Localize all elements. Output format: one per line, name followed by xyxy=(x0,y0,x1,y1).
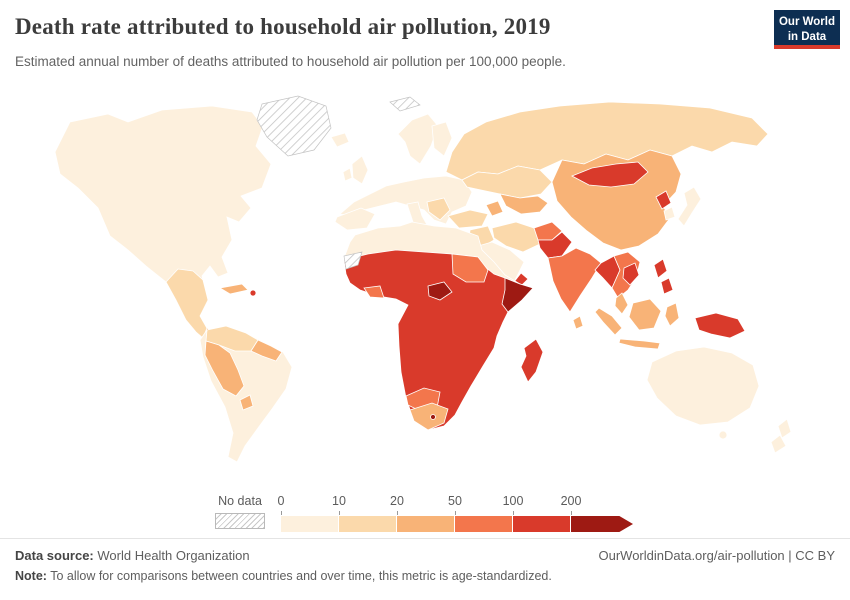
legend-bin-50-100[interactable] xyxy=(455,516,513,532)
region-new-zealand-south[interactable] xyxy=(770,434,787,454)
region-sumatra[interactable] xyxy=(594,307,623,336)
region-ireland[interactable] xyxy=(342,167,353,182)
note-value: To allow for comparisons between countri… xyxy=(50,569,552,583)
region-new-zealand-north[interactable] xyxy=(777,418,792,439)
region-philippines-north[interactable] xyxy=(653,258,668,279)
note-label: Note: xyxy=(15,569,47,583)
region-madagascar[interactable] xyxy=(520,338,544,383)
region-somalia[interactable] xyxy=(501,277,534,313)
region-cuba[interactable] xyxy=(218,283,249,295)
region-tasmania[interactable] xyxy=(718,430,728,440)
region-malay-peninsula[interactable] xyxy=(614,292,629,315)
region-laos-cambodia[interactable] xyxy=(622,262,640,286)
world-choropleth-map xyxy=(54,95,792,463)
region-kazakhstan[interactable] xyxy=(461,165,553,199)
legend-bin-0-10[interactable] xyxy=(281,516,339,532)
legend-segments xyxy=(281,516,633,532)
region-western-sahara[interactable] xyxy=(343,251,363,270)
tick-mark xyxy=(281,511,282,515)
region-south-korea[interactable] xyxy=(663,206,676,221)
region-iran[interactable] xyxy=(491,221,541,253)
tick-mark xyxy=(513,511,514,515)
region-java[interactable] xyxy=(618,338,661,350)
region-iceland[interactable] xyxy=(330,132,350,148)
region-uk[interactable] xyxy=(351,155,369,185)
region-lesotho[interactable] xyxy=(430,414,436,420)
region-caucasus[interactable] xyxy=(485,200,504,217)
legend-bin-100-200[interactable] xyxy=(513,516,571,532)
no-data-legend: No data xyxy=(215,494,265,529)
tick-label-100: 100 xyxy=(502,494,524,508)
region-peru-bolivia[interactable] xyxy=(204,340,245,397)
region-finland[interactable] xyxy=(431,121,453,157)
logo-line2: in Data xyxy=(787,30,827,43)
region-guyanas[interactable] xyxy=(250,339,283,362)
note: Note: To allow for comparisons between c… xyxy=(15,569,835,583)
data-source-label: Data source: xyxy=(15,548,94,563)
region-philippines-south[interactable] xyxy=(660,277,674,295)
chart-footer: Data source: World Health Organization O… xyxy=(0,538,850,583)
region-scandinavia[interactable] xyxy=(397,113,439,165)
chart-subtitle: Estimated annual number of deaths attrib… xyxy=(15,54,566,69)
logo-line1: Our World xyxy=(778,16,835,28)
region-sudan[interactable] xyxy=(451,253,489,283)
region-spain[interactable] xyxy=(334,207,376,231)
tick-label-20: 20 xyxy=(390,494,404,508)
no-data-swatch[interactable] xyxy=(215,513,265,529)
map-legend: No data 0 10 20 50 100 200 xyxy=(215,494,633,532)
region-paraguay[interactable] xyxy=(239,394,254,411)
region-sri-lanka[interactable] xyxy=(572,315,584,330)
tick-mark xyxy=(455,511,456,515)
region-central-african-republic[interactable] xyxy=(427,281,453,301)
legend-bin-20-50[interactable] xyxy=(397,516,455,532)
region-north-korea[interactable] xyxy=(655,190,672,210)
region-south-africa[interactable] xyxy=(409,402,449,431)
region-greenland[interactable] xyxy=(256,95,332,157)
no-data-label: No data xyxy=(218,494,262,508)
region-australia[interactable] xyxy=(646,346,760,426)
data-source-value: World Health Organization xyxy=(97,548,250,563)
tick-mark xyxy=(397,511,398,515)
color-scale: 0 10 20 50 100 200 xyxy=(277,494,633,532)
region-mongolia[interactable] xyxy=(571,161,649,188)
region-north-america[interactable] xyxy=(54,105,272,346)
region-balkans[interactable] xyxy=(426,197,451,221)
tick-label-50: 50 xyxy=(448,494,462,508)
region-turkey[interactable] xyxy=(447,209,489,229)
region-papua-new-guinea[interactable] xyxy=(694,312,746,339)
tick-mark xyxy=(571,511,572,515)
region-mexico[interactable] xyxy=(165,268,209,339)
owid-link[interactable]: OurWorldinData.org/air-pollution | CC BY xyxy=(598,548,835,563)
region-india[interactable] xyxy=(547,247,602,313)
region-svalbard[interactable] xyxy=(389,96,421,112)
tick-mark xyxy=(339,511,340,515)
page-title: Death rate attributed to household air p… xyxy=(15,14,551,39)
region-japan[interactable] xyxy=(677,186,702,227)
region-ghana-ivory-coast[interactable] xyxy=(363,285,385,299)
region-central-asia[interactable] xyxy=(499,193,549,215)
legend-bin-200-plus-arrow[interactable] xyxy=(571,516,633,532)
tick-label-10: 10 xyxy=(332,494,346,508)
owid-logo[interactable]: Our World in Data xyxy=(774,10,840,49)
region-pakistan[interactable] xyxy=(537,231,573,259)
region-haiti[interactable] xyxy=(249,289,257,297)
region-sulawesi[interactable] xyxy=(664,302,680,327)
tick-label-0: 0 xyxy=(277,494,285,508)
data-source: Data source: World Health Organization xyxy=(15,548,250,563)
legend-bin-10-20[interactable] xyxy=(339,516,397,532)
region-borneo[interactable] xyxy=(628,298,662,331)
tick-label-200: 200 xyxy=(560,494,582,508)
logo-red-accent xyxy=(774,45,840,49)
